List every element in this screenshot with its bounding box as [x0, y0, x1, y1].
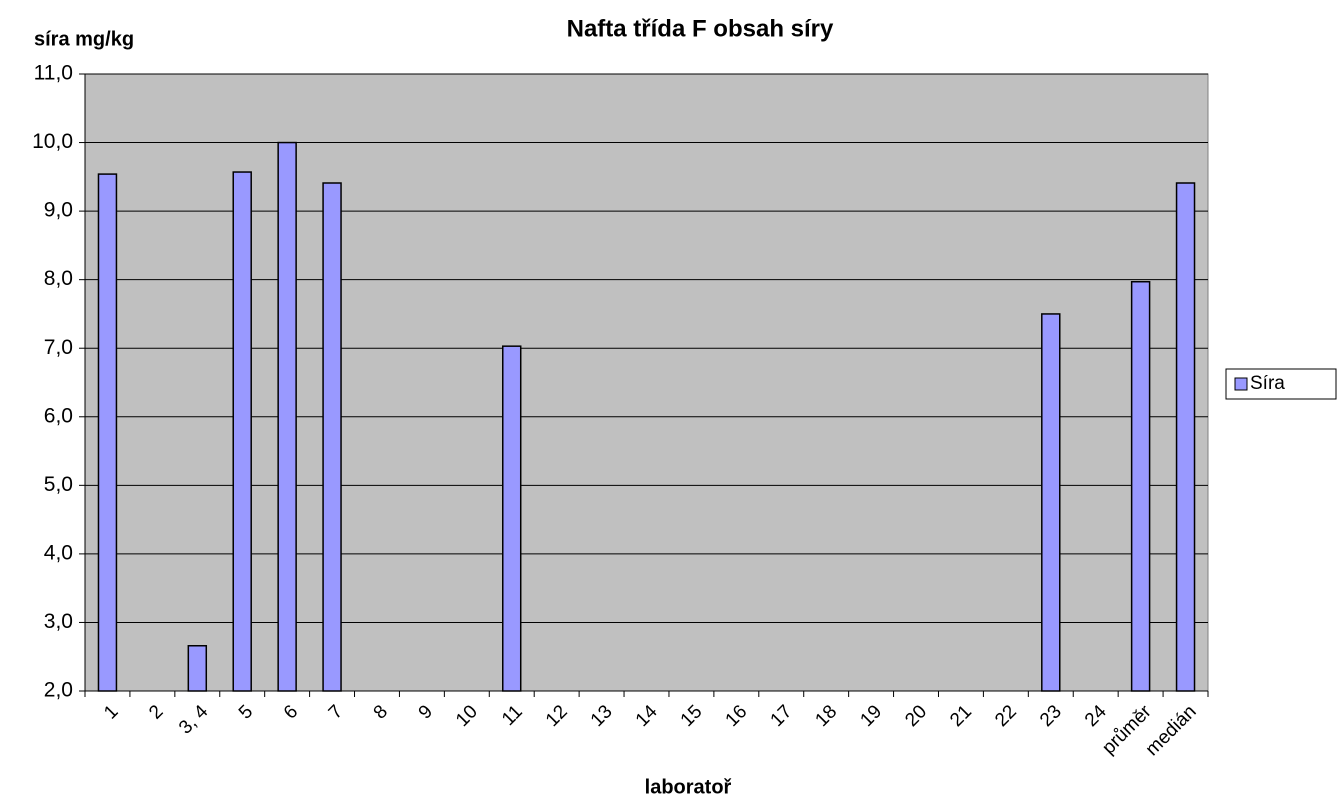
x-tick-label: 11: [498, 701, 527, 730]
x-tick-label: 13: [587, 701, 617, 731]
bar: [1130, 280, 1151, 692]
bar: [1175, 182, 1196, 692]
legend-label: Síra: [1250, 373, 1285, 394]
x-tick-label: 14: [632, 701, 662, 731]
x-tick-label: 6: [280, 701, 302, 723]
x-tick-label: 20: [901, 701, 931, 731]
x-tick-label: 8: [370, 701, 392, 723]
x-tick-label: 24: [1081, 701, 1111, 731]
plot-area: [84, 73, 1209, 692]
y-tick-label: 3,0: [44, 610, 73, 633]
y-tick-label: 7,0: [44, 336, 73, 359]
x-tick-label: 19: [856, 701, 886, 731]
chart-title: Nafta třída F obsah síry: [567, 15, 834, 42]
y-tick-label: 4,0: [44, 541, 73, 564]
x-tick-label: 12: [542, 701, 572, 731]
y-tick-label: 11,0: [34, 62, 73, 85]
y-tick-label: 10,0: [32, 130, 73, 153]
bar: [502, 345, 522, 692]
x-tick-label: 1: [100, 701, 122, 723]
x-tick-label: 7: [325, 701, 347, 723]
x-tick-label: medián: [1142, 701, 1201, 760]
x-axis-label: laboratoř: [645, 776, 732, 798]
bar: [97, 173, 118, 692]
x-tick-label: 16: [722, 701, 752, 731]
y-tick-label: 9,0: [44, 199, 73, 222]
x-tick-label: 21: [946, 701, 976, 731]
x-tick-label: 18: [811, 701, 841, 731]
bar: [277, 141, 297, 692]
y-tick-label: 8,0: [44, 267, 73, 290]
legend-swatch: [1234, 377, 1248, 391]
y-tick-label: 5,0: [44, 473, 73, 496]
x-tick-label: 23: [1036, 701, 1066, 731]
x-tick-label: 2: [145, 701, 167, 723]
x-tick-label: 3, 4: [175, 701, 213, 739]
x-tick-label: 22: [991, 701, 1021, 731]
bar: [232, 171, 252, 692]
bar: [322, 182, 342, 692]
y-tick-label: 6,0: [44, 404, 73, 427]
y-tick-label: 2,0: [44, 679, 73, 702]
x-tick-label: 5: [235, 701, 257, 723]
x-tick-label: 15: [677, 701, 707, 731]
x-tick-label: 17: [767, 701, 797, 731]
bar: [187, 645, 208, 692]
bar: [1041, 313, 1061, 692]
y-axis-label: síra mg/kg: [34, 28, 134, 50]
x-tick-label: 9: [415, 701, 437, 723]
x-tick-label: 10: [452, 701, 482, 731]
